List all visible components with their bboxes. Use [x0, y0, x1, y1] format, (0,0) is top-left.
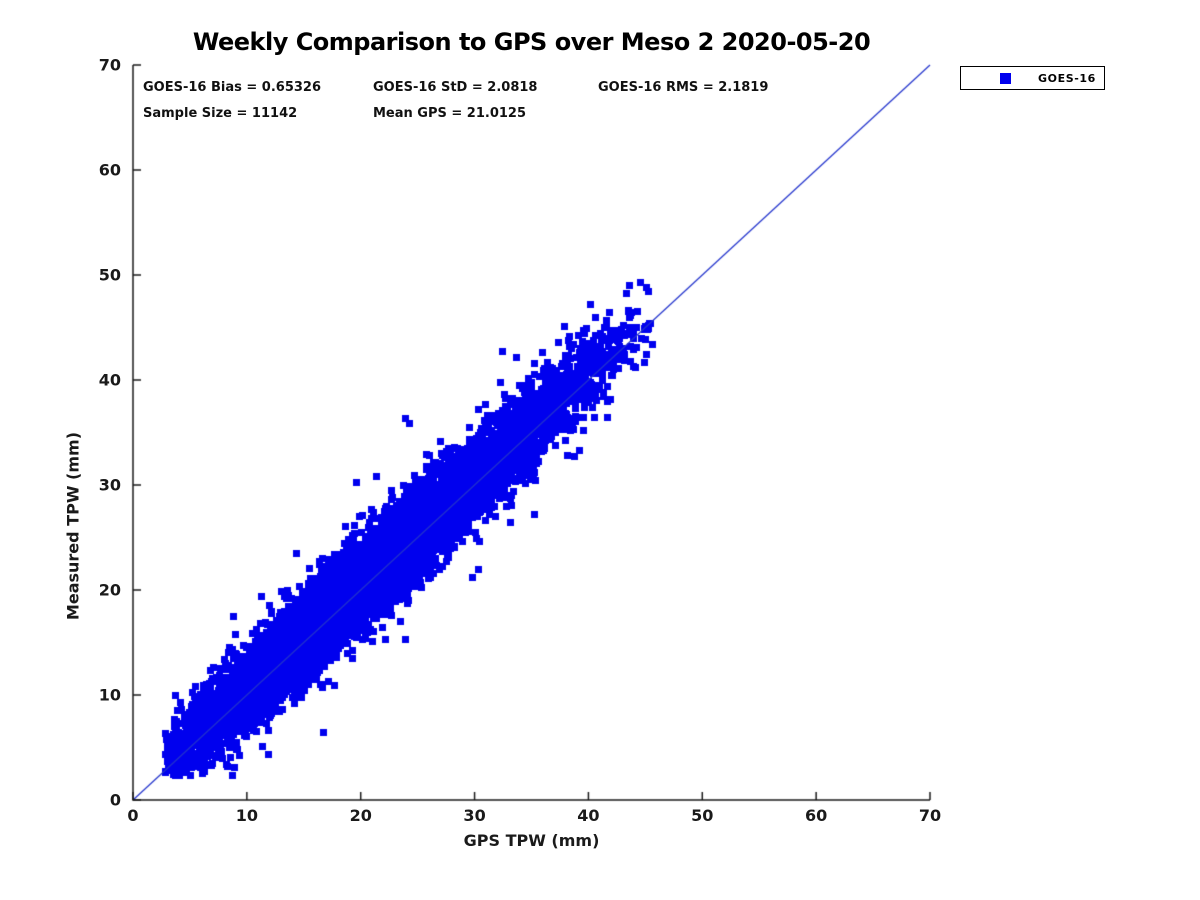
legend-entry-label: GOES-16	[1038, 71, 1096, 85]
y-axis-label-text: Measured TPW (mm)	[63, 431, 82, 621]
x-tick-label: 20	[349, 806, 372, 825]
y-tick-label: 60	[98, 160, 121, 180]
x-tick-label: 10	[235, 806, 258, 825]
stat-rms-text: GOES-16 RMS = 2.1819	[598, 80, 769, 95]
y-tick-label: 70	[98, 55, 121, 75]
x-tick-label: 50	[691, 806, 714, 825]
y-tick-label: 50	[98, 265, 121, 285]
x-tick-label: 60	[805, 806, 828, 825]
legend-square-marker-icon	[1000, 72, 1011, 84]
x-tick-label: 40	[577, 806, 600, 825]
legend: GOES-16	[960, 66, 1105, 90]
stat-std-text: GOES-16 StD = 2.0818	[373, 80, 538, 95]
x-tick-label: 30	[463, 806, 486, 825]
y-tick-label: 0	[109, 790, 121, 810]
stat-mean-gps-text: Mean GPS = 21.0125	[373, 106, 527, 121]
chart-title: Weekly Comparison to GPS over Meso 2 202…	[192, 28, 871, 56]
stat-sample-size-text: Sample Size = 11142	[143, 106, 298, 121]
stat-bias-text: GOES-16 Bias = 0.65326	[143, 80, 322, 95]
x-tick-label: 0	[127, 806, 139, 825]
y-tick-label: 10	[98, 685, 121, 705]
x-tick-label: 70	[918, 806, 942, 825]
y-tick-label: 40	[98, 370, 121, 390]
y-tick-label: 30	[98, 475, 121, 495]
x-axis-label: GPS TPW (mm)	[463, 831, 600, 850]
y-tick-label: 20	[98, 580, 121, 600]
